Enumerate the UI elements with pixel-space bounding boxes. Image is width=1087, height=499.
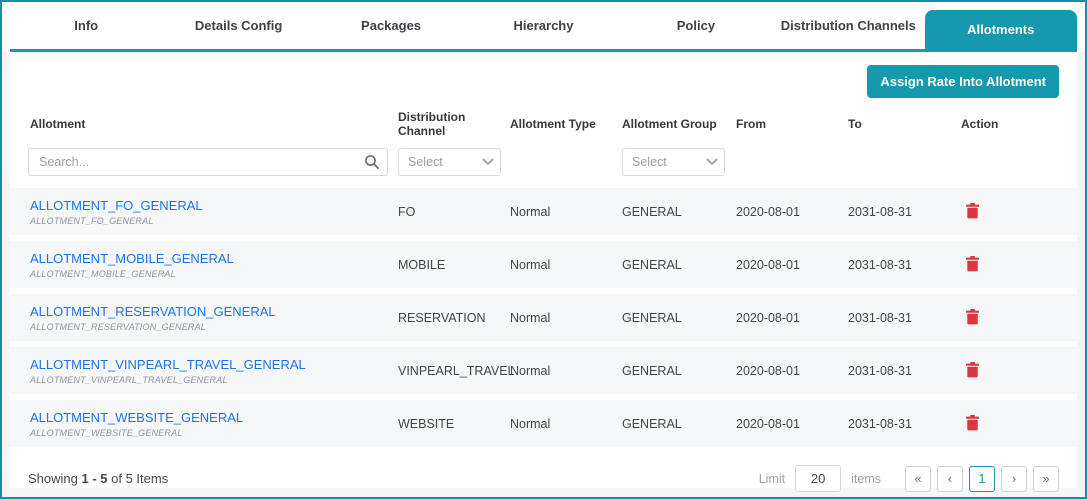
tab-info[interactable]: Info — [74, 18, 99, 33]
table-row: ALLOTMENT_RESERVATION_GENERAL ALLOTMENT_R… — [10, 294, 1077, 341]
column-header-to: To — [848, 117, 862, 131]
from-date-cell: 2020-08-01 — [736, 363, 800, 378]
trash-icon — [966, 202, 979, 218]
tab-bar: Info Details Config Packages Hierarchy Polic… — [10, 2, 1077, 52]
table-row: ALLOTMENT_FO_GENERAL ALLOTMENT_FO_GENERAL… — [10, 188, 1077, 235]
table-header-row: Allotment Distribution Channel Allotment… — [10, 104, 1077, 148]
prev-page-button[interactable]: ‹ — [937, 465, 963, 492]
column-header-distribution-channel: Distribution Channel — [398, 110, 466, 138]
allotment-group-cell: GENERAL — [622, 204, 682, 219]
from-date-cell: 2020-08-01 — [736, 416, 800, 431]
delete-allotment-button[interactable] — [963, 359, 982, 380]
to-date-cell: 2031-08-31 — [848, 310, 912, 325]
column-header-action: Action — [961, 117, 999, 131]
from-date-cell: 2020-08-01 — [736, 204, 800, 219]
limit-input[interactable] — [795, 465, 842, 492]
allotments-panel: Assign Rate Into Allotment Allotment Dis… — [10, 52, 1077, 492]
table-row: ALLOTMENT_WEBSITE_GENERAL ALLOTMENT_WEBSI… — [10, 400, 1077, 447]
column-header-allotment-type: Allotment Type — [510, 117, 596, 131]
allotment-group-select[interactable]: Select — [622, 148, 725, 176]
showing-range: 1 - 5 — [81, 471, 108, 486]
delete-allotment-button[interactable] — [963, 253, 982, 274]
allotment-type-cell: Normal — [510, 363, 551, 378]
allotment-link[interactable]: ALLOTMENT_MOBILE_GENERAL — [30, 250, 234, 266]
page-1-button[interactable]: 1 — [969, 465, 995, 492]
to-date-cell: 2031-08-31 — [848, 204, 912, 219]
tab-policy[interactable]: Policy — [676, 18, 716, 33]
allotment-group-cell: GENERAL — [622, 257, 682, 272]
allotment-group-select-box: Select — [622, 148, 725, 176]
tab-details-config[interactable]: Details Config — [194, 18, 283, 33]
allotment-type-cell: Normal — [510, 204, 551, 219]
distribution-channel-cell: RESERVATION — [398, 310, 486, 325]
allotment-group-cell: GENERAL — [622, 363, 682, 378]
pagination: «‹ 1 ›» — [905, 465, 1059, 492]
allotment-group-cell: GENERAL — [622, 416, 682, 431]
allotment-search-box — [28, 148, 388, 176]
tab-allotments[interactable]: Allotments — [924, 10, 1077, 49]
to-date-cell: 2031-08-31 — [848, 416, 912, 431]
allotment-search-input[interactable] — [28, 148, 388, 176]
allotment-code: ALLOTMENT_WEBSITE_GENERAL — [30, 427, 183, 438]
allotment-link[interactable]: ALLOTMENT_WEBSITE_GENERAL — [30, 409, 244, 425]
limit-label: Limit — [758, 471, 786, 486]
tab-packages[interactable]: Packages — [361, 18, 422, 33]
next-page-button[interactable]: › — [1001, 465, 1027, 492]
distribution-channel-cell: FO — [398, 204, 416, 219]
allotment-code: ALLOTMENT_RESERVATION_GENERAL — [30, 321, 207, 332]
table-body: ALLOTMENT_FO_GENERAL ALLOTMENT_FO_GENERAL… — [10, 188, 1077, 447]
pager-zone: Limit items «‹1›» — [759, 465, 1059, 492]
column-header-from: From — [736, 117, 766, 131]
allotment-code: ALLOTMENT_MOBILE_GENERAL — [30, 268, 176, 279]
allotment-group-cell: GENERAL — [622, 310, 682, 325]
allotment-link[interactable]: ALLOTMENT_FO_GENERAL — [30, 197, 203, 213]
allotment-link[interactable]: ALLOTMENT_VINPEARL_TRAVEL_GENERAL — [30, 356, 306, 372]
tab-hierarchy[interactable]: Hierarchy — [513, 18, 574, 33]
to-date-cell: 2031-08-31 — [848, 363, 912, 378]
delete-allotment-button[interactable] — [963, 306, 982, 327]
filter-row: Select Select — [10, 148, 1077, 188]
delete-allotment-button[interactable] — [963, 200, 982, 221]
allotment-type-cell: Normal — [510, 310, 551, 325]
assign-rate-into-allotment-button[interactable]: Assign Rate Into Allotment — [867, 65, 1059, 98]
distribution-channel-select[interactable]: Select — [398, 148, 501, 176]
column-header-allotment: Allotment — [30, 117, 86, 131]
items-label: items — [851, 471, 881, 486]
allotment-type-cell: Normal — [510, 257, 551, 272]
trash-icon — [966, 308, 979, 324]
table-footer: Showing 1 - 5 of 5 Items Limit items «‹1… — [10, 453, 1077, 492]
from-date-cell: 2020-08-01 — [736, 310, 800, 325]
delete-allotment-button[interactable] — [963, 412, 982, 433]
tab-distribution-channels[interactable]: Distribution Channels — [780, 18, 916, 33]
to-date-cell: 2031-08-31 — [848, 257, 912, 272]
column-header-allotment-group: Allotment Group — [622, 117, 717, 131]
allotment-link[interactable]: ALLOTMENT_RESERVATION_GENERAL — [30, 303, 276, 319]
from-date-cell: 2020-08-01 — [736, 257, 800, 272]
table-row: ALLOTMENT_MOBILE_GENERAL ALLOTMENT_MOBILE… — [10, 241, 1077, 288]
last-page-button[interactable]: » — [1033, 465, 1059, 492]
toolbar: Assign Rate Into Allotment — [10, 52, 1077, 104]
allotment-code: ALLOTMENT_FO_GENERAL — [30, 215, 154, 226]
trash-icon — [966, 361, 979, 377]
tab-bar-wrap: Info Details Config Packages Hierarchy Polic… — [2, 2, 1085, 52]
distribution-channel-cell: VINPEARL_TRAVEL — [398, 363, 515, 378]
distribution-channel-cell: MOBILE — [398, 257, 446, 272]
distribution-channel-cell: WEBSITE — [398, 416, 455, 431]
distribution-channel-select-box: Select — [398, 148, 501, 176]
first-page-button[interactable]: « — [905, 465, 931, 492]
trash-icon — [966, 414, 979, 430]
search-icon — [365, 155, 380, 170]
trash-icon — [966, 255, 979, 271]
table-row: ALLOTMENT_VINPEARL_TRAVEL_GENERAL ALLOTME… — [10, 347, 1077, 394]
allotment-type-cell: Normal — [510, 416, 551, 431]
allotment-code: ALLOTMENT_VINPEARL_TRAVEL_GENERAL — [30, 374, 228, 385]
showing-summary: Showing 1 - 5 of 5 Items — [28, 471, 169, 486]
